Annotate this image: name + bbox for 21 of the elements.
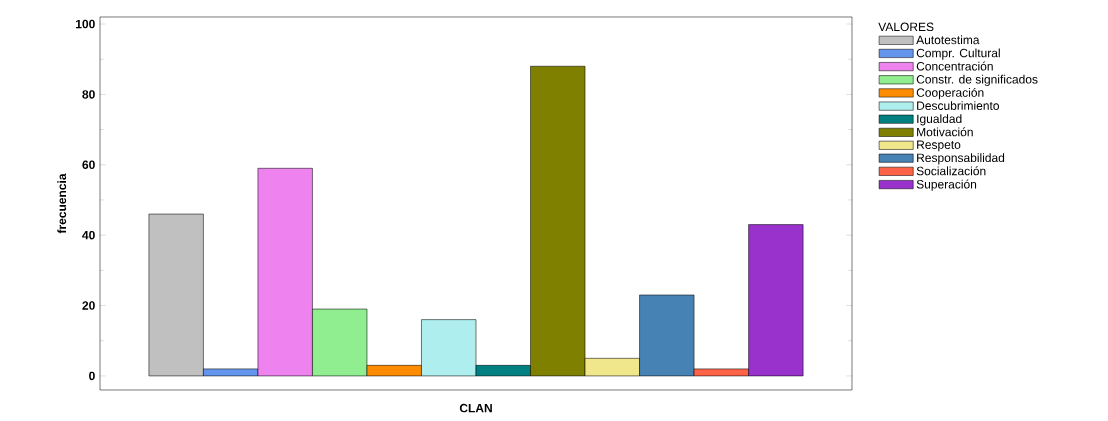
legend-title: VALORES: [878, 22, 934, 32]
legend-label: Responsabilidad: [917, 153, 1005, 165]
legend-label: Superación: [916, 179, 977, 191]
legend-label: Motivación: [917, 127, 973, 137]
legend-label: Constr. de significados: [916, 74, 1038, 86]
legend-label: Socialización: [916, 166, 986, 176]
legend-label: Igualdad: [917, 114, 962, 126]
y-tick-label: 100: [76, 19, 95, 29]
y-tick-label: 20: [82, 301, 95, 310]
legend-label: Cooperación: [916, 87, 984, 100]
legend-label: Autotestima: [916, 35, 980, 45]
y-tick-label: 40: [82, 230, 95, 240]
y-axis-title: frecuencia: [57, 173, 67, 234]
x-axis-title: CLAN: [459, 403, 492, 413]
legend-label: Concentración: [916, 61, 993, 71]
y-tick-label: 0: [89, 371, 95, 381]
legend-label: Respeto: [917, 140, 961, 152]
y-tick-label: 60: [82, 160, 95, 170]
y-tick-label: 80: [82, 90, 95, 99]
legend-label: Descubrimiento: [917, 101, 999, 110]
legend-label: Compr. Cultural: [916, 48, 1000, 60]
